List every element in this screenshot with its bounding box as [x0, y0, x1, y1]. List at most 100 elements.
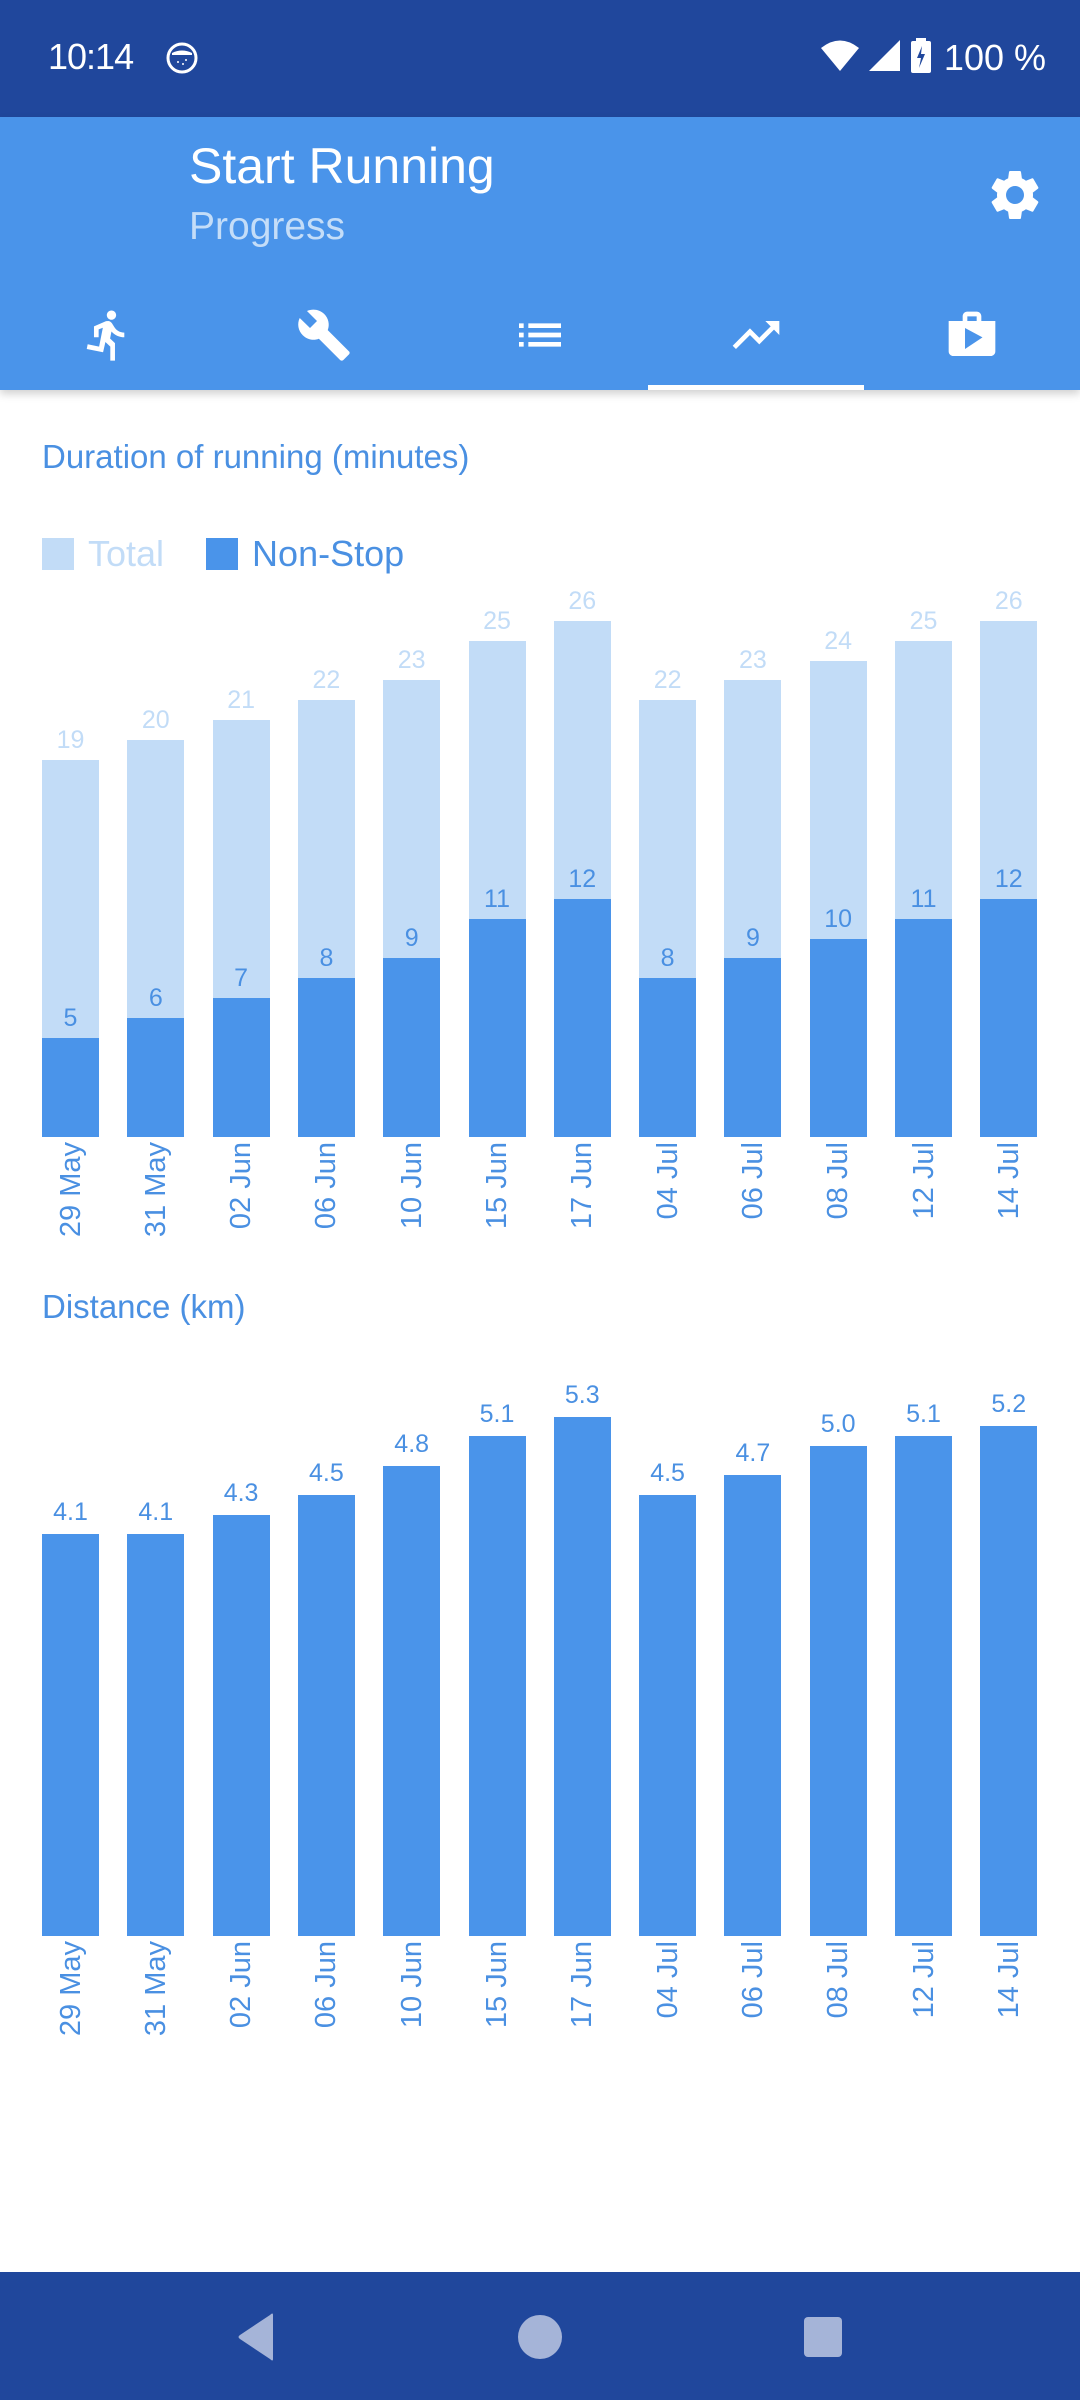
- recents-button[interactable]: [788, 2302, 858, 2372]
- wrench-icon: [298, 309, 350, 361]
- bar-value-nonstop: 10: [824, 904, 853, 933]
- wifi-icon: [820, 39, 860, 78]
- bar-value-distance: 5.1: [479, 1400, 515, 1429]
- bar-value-total: 23: [738, 646, 767, 675]
- bar-nonstop: [297, 978, 355, 1137]
- shop-play-icon: [948, 311, 996, 356]
- bar-nonstop: [895, 918, 952, 1137]
- recents-icon: [804, 2317, 842, 2357]
- tab-tools[interactable]: [216, 279, 432, 390]
- bar-value-total: 26: [994, 586, 1023, 615]
- bar-distance: [42, 1534, 99, 1936]
- x-axis-label: 31 May: [139, 1941, 172, 2037]
- bar-distance: [724, 1475, 782, 1936]
- settings-button[interactable]: [985, 165, 1045, 225]
- tab-progress[interactable]: [648, 279, 864, 390]
- distance-chart-title: Distance (km): [42, 1288, 246, 1325]
- bar-value-distance: 5.2: [991, 1390, 1027, 1419]
- x-axis-label: 15 Jun: [481, 1941, 513, 2029]
- bar-value-distance: 4.1: [53, 1498, 88, 1527]
- bar-distance: [639, 1495, 697, 1936]
- bar-value-distance: 4.1: [138, 1498, 174, 1527]
- x-axis-label: 10 Jun: [395, 1941, 428, 2029]
- page-subtitle: Progress: [189, 205, 346, 248]
- bar-distance: [553, 1416, 611, 1936]
- tab-run[interactable]: [0, 279, 216, 390]
- battery-percentage: 100 %: [943, 37, 1046, 78]
- home-button[interactable]: [505, 2302, 575, 2372]
- bar-value-total: 26: [568, 586, 597, 615]
- gear-icon: [991, 170, 1039, 219]
- bar-value-total: 21: [227, 686, 255, 715]
- list-icon: [519, 322, 561, 347]
- bar-value-nonstop: 7: [234, 964, 249, 993]
- bar-distance: [895, 1436, 952, 1936]
- x-axis-label: 02 Jun: [225, 1941, 258, 2029]
- bar-value-total: 22: [653, 666, 682, 695]
- tab-list[interactable]: [432, 279, 648, 390]
- bar-nonstop: [639, 978, 697, 1137]
- duration-legend: Total Non-Stop: [42, 533, 446, 575]
- x-axis-label: 14 Jul: [992, 1142, 1025, 1220]
- app-title: Start Running: [189, 138, 495, 194]
- bar-value-nonstop: 8: [319, 944, 334, 973]
- x-axis-label: 17 Jun: [566, 1142, 599, 1230]
- x-axis-label: 29 May: [54, 1142, 87, 1238]
- tab-bar: [0, 279, 1080, 390]
- notification-app-icon: [166, 42, 198, 74]
- bar-nonstop: [809, 938, 867, 1137]
- status-bar: 10:14 100 %: [0, 0, 1080, 117]
- bar-distance: [809, 1446, 867, 1936]
- bar-nonstop: [127, 1017, 185, 1137]
- bar-value-total: 23: [397, 646, 426, 675]
- run-icon: [86, 309, 125, 361]
- tab-shop[interactable]: [864, 279, 1080, 390]
- bar-value-distance: 4.8: [394, 1429, 430, 1458]
- bar-distance: [980, 1426, 1038, 1936]
- x-axis-label: 06 Jun: [310, 1142, 343, 1230]
- bar-nonstop: [212, 998, 270, 1137]
- bar-value-total: 25: [909, 606, 938, 635]
- bar-value-nonstop: 8: [660, 944, 675, 973]
- x-axis-label: 17 Jun: [566, 1941, 599, 2029]
- bar-value-distance: 5.3: [564, 1380, 600, 1409]
- x-axis-label: 04 Jul: [651, 1941, 684, 2019]
- bar-value-nonstop: 6: [148, 983, 163, 1012]
- bar-value-nonstop: 5: [63, 1003, 78, 1032]
- back-button[interactable]: [222, 2302, 292, 2372]
- x-axis-label: 29 May: [54, 1941, 87, 2037]
- bar-value-nonstop: 12: [568, 864, 597, 893]
- bar-value-nonstop: 12: [994, 864, 1023, 893]
- bar-value-distance: 4.5: [650, 1459, 685, 1487]
- duration-chart-title: Duration of running (minutes): [42, 438, 470, 475]
- x-axis-label: 12 Jul: [907, 1941, 940, 2019]
- tab-indicator: [648, 385, 864, 390]
- bar-value-distance: 5.1: [906, 1400, 941, 1429]
- bar-nonstop: [553, 898, 611, 1137]
- bar-value-distance: 4.7: [735, 1439, 771, 1468]
- bar-value-total: 20: [141, 706, 170, 734]
- x-axis-label: 14 Jul: [992, 1941, 1025, 2019]
- bar-distance: [212, 1514, 270, 1936]
- x-axis-label: 04 Jul: [651, 1142, 684, 1220]
- bar-distance: [127, 1534, 185, 1936]
- home-icon: [518, 2315, 562, 2359]
- x-axis-label: 02 Jun: [225, 1142, 258, 1230]
- x-axis-label: 06 Jul: [736, 1941, 769, 2019]
- bar-value-total: 22: [312, 666, 341, 695]
- cell-signal-icon: [868, 39, 902, 78]
- legend-swatch-total: [42, 538, 74, 570]
- x-axis-label: 08 Jul: [822, 1941, 855, 2019]
- x-axis-label: 06 Jun: [310, 1941, 343, 2029]
- bar-value-nonstop: 9: [404, 924, 419, 953]
- x-axis-label: 10 Jun: [395, 1142, 428, 1230]
- back-icon: [238, 2313, 273, 2361]
- bar-nonstop: [42, 1037, 99, 1137]
- trending-up-icon: [732, 320, 780, 349]
- bar-nonstop: [468, 918, 526, 1137]
- status-right: 100 %: [820, 36, 1046, 80]
- status-time: 10:14: [48, 36, 134, 77]
- bar-nonstop: [980, 898, 1038, 1137]
- bar-distance: [468, 1436, 526, 1936]
- bar-value-total: 19: [56, 725, 85, 754]
